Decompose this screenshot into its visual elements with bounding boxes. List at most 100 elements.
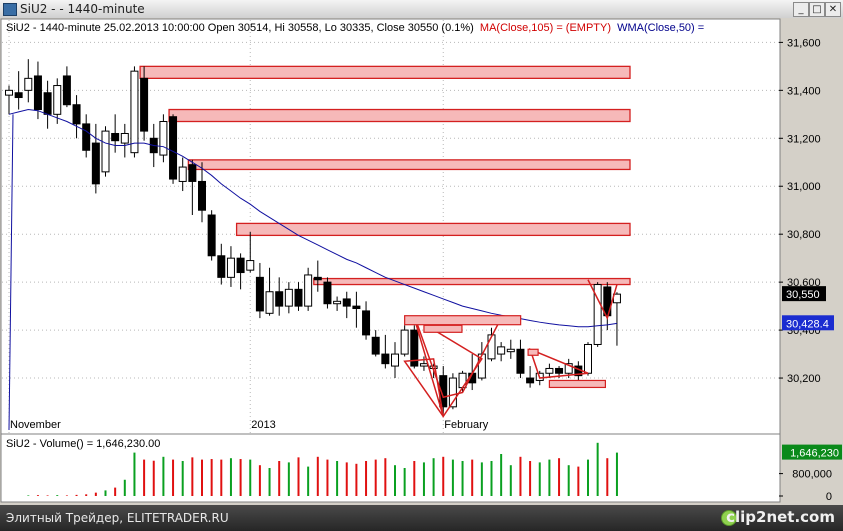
volume-tick-label: 0 — [826, 491, 832, 503]
candle-body — [236, 257, 245, 274]
pattern-box — [527, 348, 539, 356]
y-tick-label: 30,200 — [787, 373, 821, 385]
head-shoulders-neck — [413, 316, 483, 419]
candle-body — [198, 180, 206, 211]
candle-body — [265, 291, 274, 314]
footer-bar: Элитный Трейдер, ELITETRADER.RU clip2net… — [0, 505, 843, 531]
candle-body — [564, 363, 573, 374]
candle-body — [53, 85, 62, 115]
breakout-mark — [587, 279, 618, 321]
chart-header: SiU2 - 1440-minute 25.02.2013 10:00:00 O… — [6, 22, 704, 34]
candle-body — [371, 336, 380, 355]
last-price-box — [782, 286, 826, 302]
pattern-box — [423, 324, 463, 333]
candle-body — [255, 276, 264, 312]
candle-body — [120, 132, 129, 144]
wma-value-box — [782, 315, 834, 331]
candle-body — [62, 75, 71, 106]
head-shoulders-left-leg — [403, 358, 444, 417]
candle-body — [410, 329, 419, 367]
candle-body — [178, 166, 187, 182]
candle-body — [497, 346, 506, 355]
pattern-box — [548, 379, 607, 389]
candle-body — [33, 75, 42, 111]
wma-value-label: 30,428.4 — [786, 318, 829, 330]
drawn-patterns — [403, 279, 618, 419]
candle-body — [400, 329, 409, 355]
window-titlebar: SiU2 - - 1440-minute _ □ ✕ — [0, 0, 843, 19]
candle-body — [284, 288, 293, 307]
chart-window-icon — [3, 3, 17, 16]
resistance-zone — [235, 222, 631, 237]
header-wma-label: WMA(Close,50) = — [617, 22, 704, 34]
wma-start-segment — [8, 114, 14, 431]
window-title: SiU2 - - 1440-minute — [20, 2, 145, 16]
volume-tick-label: 800,000 — [792, 469, 832, 481]
chart-area[interactable]: 30,20030,40030,60030,80031,00031,20031,4… — [0, 18, 843, 505]
minimize-button[interactable]: _ — [793, 2, 809, 17]
candle-body — [101, 130, 110, 173]
candle-body — [24, 77, 33, 91]
resistance-zone — [139, 65, 631, 79]
volume-bars — [27, 442, 618, 496]
candle-body — [342, 298, 351, 307]
footer-text: Элитный Трейдер, ELITETRADER.RU — [6, 511, 229, 525]
x-tick-label: November — [10, 419, 61, 431]
x-tick-label: 2013 — [251, 419, 275, 431]
candle-body — [82, 123, 91, 151]
y-tick-label: 30,800 — [787, 229, 821, 241]
last-price-label: 30,550 — [786, 289, 820, 301]
candle-body — [391, 353, 399, 367]
clip2net-logo-icon — [721, 510, 737, 526]
candle-body — [352, 305, 361, 310]
close-button[interactable]: ✕ — [825, 2, 841, 17]
candle-body — [593, 284, 602, 345]
resistance-zone — [168, 108, 631, 123]
resistance-zones — [139, 65, 631, 286]
volume-panel[interactable] — [0, 433, 781, 503]
candle-body — [169, 116, 178, 180]
resistance-zone — [313, 277, 631, 286]
flag-triangle — [528, 347, 589, 379]
candle-body — [516, 348, 525, 374]
candle-body — [207, 214, 216, 257]
candle-body — [545, 367, 554, 374]
candle-body — [506, 348, 515, 353]
volume-header: SiU2 - Volume() = 1,646,230.00 — [6, 438, 160, 450]
candle-body — [362, 310, 371, 336]
candle-body — [140, 77, 149, 132]
axes: 30,20030,40030,60030,80031,00031,20031,4… — [10, 37, 842, 503]
candle-body — [91, 142, 100, 185]
footer-brand: clip2net.com — [726, 508, 835, 526]
y-tick-label: 31,600 — [787, 37, 821, 49]
candle-body — [111, 132, 120, 142]
candle-body — [304, 274, 313, 307]
candle-body — [130, 70, 139, 154]
volume-value-label: 1,646,230 — [790, 448, 839, 460]
candle-body — [555, 367, 564, 374]
candle-body — [14, 92, 23, 99]
candle-body — [458, 372, 467, 389]
header-ma-label: MA(Close,105) = (EMPTY) — [480, 22, 611, 34]
candles — [5, 59, 621, 417]
candle-body — [217, 255, 226, 278]
candle-body — [313, 276, 322, 281]
header-prefix: SiU2 - 1440-minute 25.02.2013 10:00:00 O… — [6, 22, 474, 34]
candle-body — [246, 260, 255, 271]
x-tick-label: February — [444, 419, 489, 431]
maximize-button[interactable]: □ — [809, 2, 825, 17]
candle-body — [448, 377, 457, 408]
candle-body — [5, 89, 13, 96]
y-tick-label: 31,200 — [787, 133, 821, 145]
resistance-zone — [187, 159, 631, 171]
candle-body — [294, 288, 303, 307]
candle-body — [226, 257, 235, 278]
candle-body — [526, 377, 535, 384]
y-tick-label: 31,400 — [787, 85, 821, 97]
candle-body — [188, 164, 197, 182]
candle-body — [381, 353, 390, 365]
candle-body — [43, 92, 52, 115]
candle-body — [584, 343, 592, 374]
candle-body — [487, 334, 496, 360]
candle-body — [419, 363, 428, 367]
